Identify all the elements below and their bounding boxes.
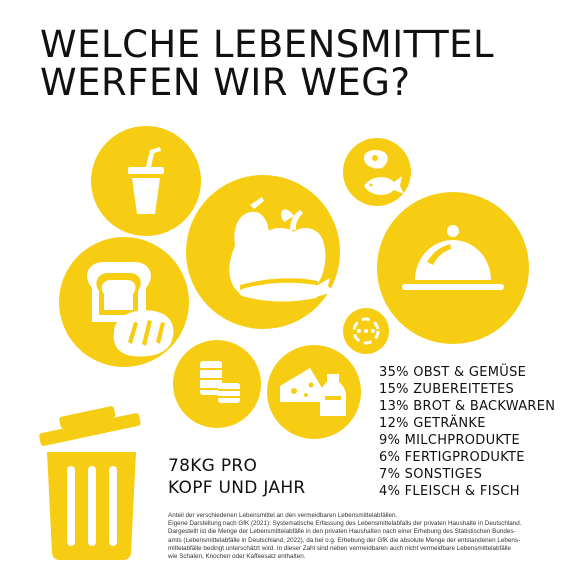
dish-cloche-icon — [402, 225, 504, 290]
legend-item-zubereitetes: 15% ZUBEREITETES — [379, 382, 515, 397]
legend-item-milchprodukte: 9% MILCHPRODUKTE — [379, 433, 521, 448]
source-line-4: amts (Lebensmittelabfälle in Deutschland… — [168, 536, 521, 544]
total-per-capita: 78KG PRO KOPF UND JAHR — [168, 455, 306, 499]
bubble-fleisch-fisch — [343, 138, 411, 206]
canned-food-icon — [200, 361, 240, 403]
total-line-2: KOPF UND JAHR — [168, 478, 306, 498]
source-note: Anteil der verschiedenen Lebensmittel an… — [168, 512, 568, 561]
other-icon — [352, 317, 380, 345]
legend-item-fertigprodukte: 6% FERTIGPRODUKTE — [379, 450, 525, 465]
drink-cup-icon — [128, 147, 164, 214]
bubble-zubereitetes — [377, 192, 529, 344]
legend-item-fleisch-fisch: 4% FLEISCH & FISCH — [379, 484, 520, 499]
bubble-circle-fleisch-fisch — [343, 138, 411, 206]
source-line-1: Anteil der verschiedenen Lebensmittel an… — [168, 512, 398, 519]
bubble-getraenke — [91, 126, 201, 236]
source-line-2: Eigene Darstellung nach GfK (2021): Syst… — [168, 520, 522, 528]
legend-item-getraenke: 12% GETRÄNKE — [379, 416, 486, 431]
bread-icon — [87, 262, 174, 357]
chart-legend: 35% OBST & GEMÜSE 15% ZUBEREITETES 13% B… — [379, 364, 555, 500]
bubble-fertigprodukte — [173, 340, 261, 428]
bubble-milchprodukte — [267, 345, 361, 439]
page-title: WELCHE LEBENSMITTEL WERFEN WIR WEG? — [40, 26, 494, 102]
legend-item-brot-backwaren: 13% BROT & BACKWAREN — [379, 399, 556, 414]
source-line-5: mittelabfälle bedingt unterschätzt wird.… — [168, 544, 512, 552]
total-line-1: 78KG PRO — [168, 456, 258, 476]
trash-can-icon — [39, 406, 141, 560]
legend-item-sonstiges: 7% SONSTIGES — [379, 467, 483, 482]
legend-item-obst-gemuese: 35% OBST & GEMÜSE — [379, 365, 527, 380]
bubble-brot-backwaren — [59, 237, 189, 367]
title-line-1: WELCHE LEBENSMITTEL — [40, 23, 495, 66]
meat-fish-icon — [364, 150, 404, 195]
bubble-sonstiges — [343, 308, 389, 354]
fruit-vegetable-icon — [229, 197, 334, 305]
source-line-3: Dargestellt ist die Menge der Lebensmitt… — [168, 528, 516, 536]
bubble-obst-gemuese — [186, 175, 340, 329]
cheese-milk-icon — [280, 368, 346, 416]
source-line-6: wie Schalen, Knochen oder Kaffeesatz ent… — [168, 553, 306, 561]
title-line-2: WERFEN WIR WEG? — [40, 61, 411, 104]
